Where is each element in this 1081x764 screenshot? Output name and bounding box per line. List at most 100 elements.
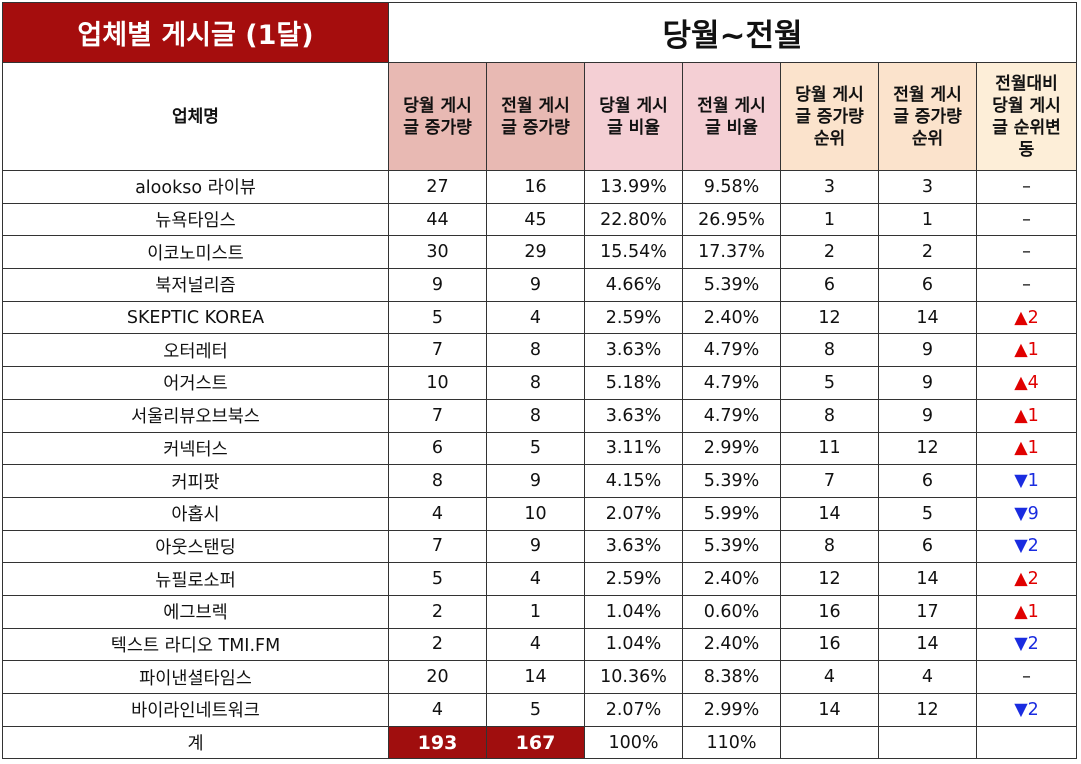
cur-increase-cell: 2 [388, 594, 487, 629]
rank-change-cell: ▼9 [976, 496, 1077, 531]
prev-rank-cell: 14 [878, 562, 977, 596]
period-range: 당월~전월 [388, 2, 1077, 63]
cur-ratio-cell: 4.66% [584, 268, 683, 302]
cur-increase-cell: 5 [388, 562, 487, 596]
prev-increase-cell: 10 [486, 496, 585, 531]
cur-rank-cell: 8 [780, 398, 879, 433]
table-row: 아홉시 4 10 2.07% 5.99% 14 5 ▼9 [2, 496, 1077, 531]
table-row: 텍스트 라디오 TMI.FM 2 4 1.04% 2.40% 16 14 ▼2 [2, 627, 1077, 662]
rank-change-cell: ▼1 [976, 464, 1077, 498]
cur-rank-cell: 7 [780, 464, 879, 498]
prev-increase-cell: 9 [486, 268, 585, 302]
rank-change-cell: ▼2 [976, 529, 1077, 564]
prev-increase-cell: 5 [486, 431, 585, 466]
prev-increase-cell: 4 [486, 300, 585, 335]
table-row: 커넥터스 6 5 3.11% 2.99% 11 12 ▲1 [2, 431, 1077, 466]
cur-rank-cell: 12 [780, 562, 879, 596]
cur-rank-cell: 8 [780, 333, 879, 368]
cur-ratio-cell: 3.63% [584, 398, 683, 433]
rank-change-cell: ▲1 [976, 431, 1077, 466]
cur-increase-cell: 4 [388, 693, 487, 727]
cur-rank-cell: 8 [780, 529, 879, 564]
cur-ratio-cell: 1.04% [584, 594, 683, 629]
total-empty-cell [976, 725, 1077, 760]
company-name-cell: alookso 라이뷰 [2, 170, 389, 204]
rank-change-cell: ▼2 [976, 627, 1077, 662]
prev-ratio-cell: 5.99% [682, 496, 781, 531]
cur-rank-cell: 2 [780, 235, 879, 270]
cur-ratio-cell: 2.07% [584, 693, 683, 727]
cur-increase-cell: 30 [388, 235, 487, 270]
cur-increase-cell: 10 [388, 366, 487, 400]
rank-change-cell: ▲1 [976, 594, 1077, 629]
cur-rank-cell: 14 [780, 496, 879, 531]
header-rank-change: 전월대비 당월 게시 글 순위변 동 [976, 62, 1077, 171]
prev-rank-cell: 14 [878, 300, 977, 335]
cur-increase-cell: 7 [388, 333, 487, 368]
rank-change-cell: ▲2 [976, 562, 1077, 596]
prev-rank-cell: 6 [878, 529, 977, 564]
table-row: 뉴욕타임스 44 45 22.80% 26.95% 1 1– [2, 202, 1077, 237]
rank-change-cell: ▲4 [976, 366, 1077, 400]
company-name-cell: 에그브렉 [2, 594, 389, 629]
cur-rank-cell: 4 [780, 660, 879, 694]
cur-rank-cell: 14 [780, 693, 879, 727]
prev-rank-cell: 6 [878, 268, 977, 302]
company-name-cell: 아홉시 [2, 496, 389, 531]
rank-change-cell: – [976, 660, 1077, 694]
company-name-cell: 파이낸셜타임스 [2, 660, 389, 694]
company-name-cell: 텍스트 라디오 TMI.FM [2, 627, 389, 662]
prev-increase-cell: 45 [486, 202, 585, 237]
cur-rank-cell: 3 [780, 170, 879, 204]
table-row: 뉴필로소퍼 5 4 2.59% 2.40% 12 14 ▲2 [2, 562, 1077, 596]
total-cur-increase: 193 [388, 725, 487, 760]
header-prev-rank: 전월 게시 글 증가량 순위 [878, 62, 977, 171]
cur-ratio-cell: 1.04% [584, 627, 683, 662]
cur-ratio-cell: 3.11% [584, 431, 683, 466]
table-row: 이코노미스트 30 29 15.54% 17.37% 2 2– [2, 235, 1077, 270]
cur-rank-cell: 16 [780, 627, 879, 662]
cur-increase-cell: 27 [388, 170, 487, 204]
cur-increase-cell: 7 [388, 529, 487, 564]
prev-ratio-cell: 17.37% [682, 235, 781, 270]
cur-ratio-cell: 2.59% [584, 300, 683, 335]
total-empty-cell [878, 725, 977, 760]
prev-ratio-cell: 0.60% [682, 594, 781, 629]
cur-ratio-cell: 22.80% [584, 202, 683, 237]
cur-ratio-cell: 13.99% [584, 170, 683, 204]
prev-ratio-cell: 4.79% [682, 333, 781, 368]
prev-ratio-cell: 2.99% [682, 431, 781, 466]
prev-ratio-cell: 2.40% [682, 300, 781, 335]
header-prev-increase: 전월 게시 글 증가량 [486, 62, 585, 171]
total-label: 계 [2, 725, 389, 760]
cur-rank-cell: 5 [780, 366, 879, 400]
table-row: 아웃스탠딩 7 9 3.63% 5.39% 8 6 ▼2 [2, 529, 1077, 564]
company-name-cell: 이코노미스트 [2, 235, 389, 270]
prev-rank-cell: 3 [878, 170, 977, 204]
header-prev-ratio: 전월 게시 글 비율 [682, 62, 781, 171]
prev-rank-cell: 4 [878, 660, 977, 694]
prev-rank-cell: 2 [878, 235, 977, 270]
table-row: 파이낸셜타임스 20 14 10.36% 8.38% 4 4– [2, 660, 1077, 694]
rank-change-cell: ▼2 [976, 693, 1077, 727]
total-cur-ratio: 100% [584, 725, 683, 760]
prev-rank-cell: 9 [878, 398, 977, 433]
prev-increase-cell: 16 [486, 170, 585, 204]
cur-rank-cell: 1 [780, 202, 879, 237]
company-name-cell: 커넥터스 [2, 431, 389, 466]
prev-increase-cell: 5 [486, 693, 585, 727]
cur-increase-cell: 2 [388, 627, 487, 662]
cur-ratio-cell: 10.36% [584, 660, 683, 694]
table-row: 오터레터 7 8 3.63% 4.79% 8 9 ▲1 [2, 333, 1077, 368]
prev-rank-cell: 9 [878, 366, 977, 400]
total-row: 계 193 167 100% 110% [2, 725, 1077, 760]
prev-rank-cell: 1 [878, 202, 977, 237]
company-name-cell: 바이라인네트워크 [2, 693, 389, 727]
cur-rank-cell: 11 [780, 431, 879, 466]
company-name-cell: 북저널리즘 [2, 268, 389, 302]
prev-rank-cell: 5 [878, 496, 977, 531]
prev-increase-cell: 8 [486, 398, 585, 433]
table-row: 바이라인네트워크 4 5 2.07% 2.99% 14 12 ▼2 [2, 693, 1077, 727]
